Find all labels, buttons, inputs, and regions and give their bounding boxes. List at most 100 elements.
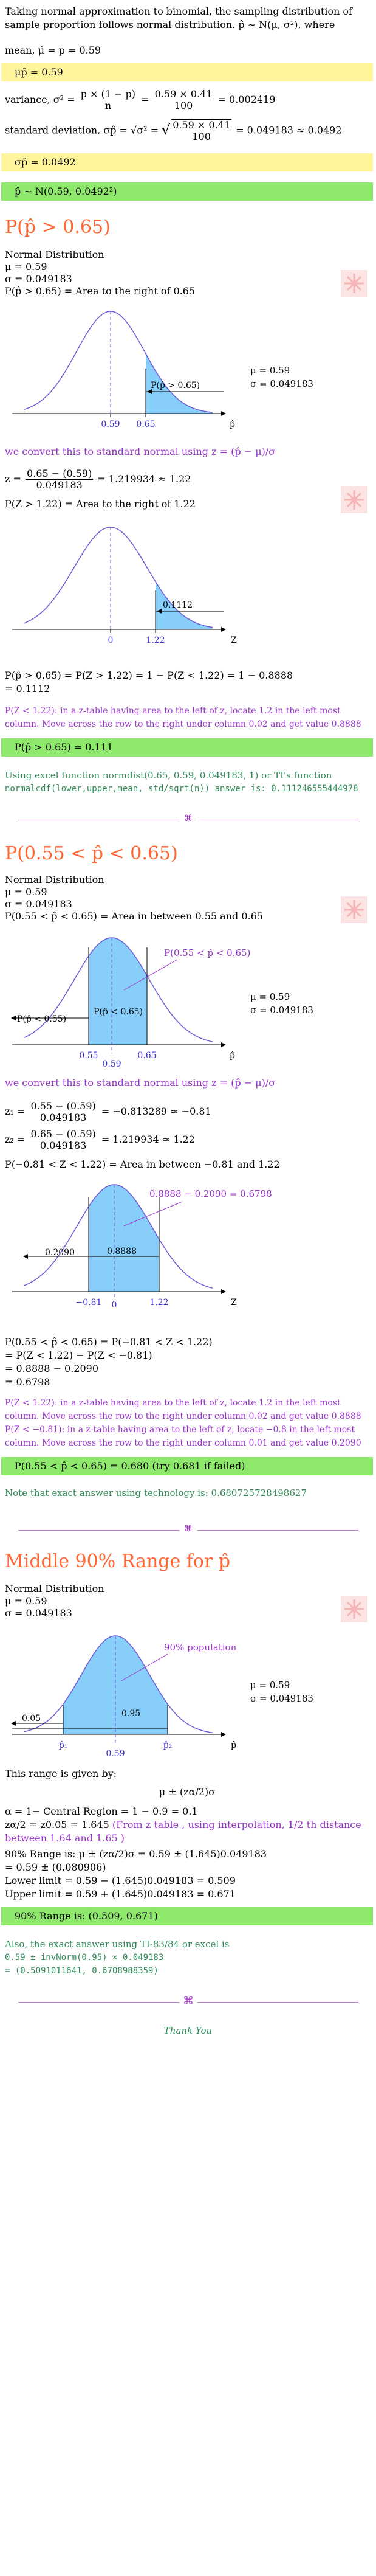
callout-pointer [123,959,178,991]
mu-label: μ = 0.59 [250,365,290,376]
divider-icon: ⌘ [179,814,197,823]
section3-range-line-2: = 0.59 ± (0.080906) [5,1861,106,1873]
z2-frac: 0.65 − (0.59) 0.049183 [29,1129,97,1151]
section2-heading: P(0.55 < p̂ < 0.65) [5,843,178,864]
convert-formula: z = (p̂ − μ)/σ [211,1077,276,1089]
section2-note1-line-2: column. Move across the row to the right… [5,1411,361,1421]
section1-calc-line-1: P(p̂ > 0.65) = P(Z > 1.22) = 1 − P(Z < 1… [5,670,293,681]
mid-label: P(p̂ < 0.65) [94,1007,143,1017]
section3-answer-text: 90% Range is: (0.509, 0.671) [15,1910,158,1922]
left-tick-label: 0.55 [79,1051,98,1061]
z2-result: = 1.219934 ≈ 1.22 [101,1134,195,1145]
variance-num-2: 0.59 × 0.41 [153,88,214,100]
section3-mu: μ = 0.59 [5,1595,47,1607]
axis-label: p̂ [231,1740,236,1750]
mean-tick-label: 0.59 [102,1059,121,1069]
callout-label: P(0.55 < p̂ < 0.65) [164,947,250,958]
watermark-icon [341,486,367,513]
section1-note-line-1: P(Z < 1.22): in a z-table having area to… [5,706,341,716]
left-label: P(p̂ < 0.55) [17,1014,66,1024]
p2-label: p̂₂ [163,1740,173,1750]
variance-num: p × (1 − p) [79,88,137,100]
sd-den: 100 [192,131,211,142]
z2-den: 0.049183 [39,1140,87,1151]
section2-note2-line-1: P(Z < −0.81): in a z-table having area t… [5,1425,355,1435]
variance-line: variance, σ² = p × (1 − p) n = 0.59 × 0.4… [5,89,369,113]
intro-line-1: Taking normal approximation to binomial,… [5,5,352,17]
section2-sigma: σ = 0.049183 [5,898,72,910]
section1-z-line: z = 0.65 − (0.59) 0.049183 = 1.219934 ≈ 1… [5,468,369,493]
sigma-label: σ = 0.049183 [250,1693,313,1704]
sd-result: = 0.049183 ≈ 0.0492 [236,124,342,136]
section3-heading: Middle 90% Range for p̂ [5,1551,231,1572]
axis-label: p̂ [230,1051,235,1061]
normal-curve [24,937,213,1042]
variance-den: n [104,100,112,111]
section3-nd-label: Normal Distribution [5,1583,104,1594]
mean-tick-label: 0 [108,635,114,645]
section2-note1-line-1: P(Z < 1.22): in a z-table having area to… [5,1398,341,1408]
sd-prefix: standard deviation, σp̂ = √σ² = [5,124,159,136]
variance-den-2: 100 [174,100,193,111]
section1-answer-text: P(p̂ > 0.65) = 0.111 [15,741,114,753]
left-arrow-icon [23,1254,28,1259]
section1-sigma: σ = 0.049183 [5,273,72,285]
watermark-icon [341,1596,367,1622]
z-den: 0.049183 [36,479,83,491]
section3-excel-line-2: 0.59 ± invNorm(0.95) × 0.049183 [5,1953,164,1962]
mean-box-text: μp̂ = 0.59 [15,66,63,78]
section2-note2-line-2: column. Move across the row to the right… [5,1438,361,1448]
x-axis-arrow-icon [221,411,226,416]
right-tick-label: 1.22 [149,1298,168,1307]
section2-nd-label: Normal Distribution [5,874,104,885]
mean-box: μp̂ = 0.59 [1,63,373,81]
callout-arrow-icon [147,389,152,394]
sd-box: σp̂ = 0.0492 [1,153,373,171]
convert-formula: z = (p̂ − μ)/σ [211,446,276,457]
z-num: 0.65 − (0.59) [26,468,94,480]
variance-eq: = [141,94,149,105]
callout-label: 90% population [164,1642,237,1653]
section2-calc-line-1: P(0.55 < p̂ < 0.65) = P(−0.81 < Z < 1.22… [5,1336,213,1348]
x-axis-arrow-icon [221,1289,226,1294]
section3-upper-line: Upper limit = 0.59 + (1.645)0.049183 = 0… [5,1888,236,1900]
sqrt-icon: √ [162,123,171,138]
section2-mu: μ = 0.59 [5,886,47,898]
section3-normal-plot: 0.05 0.95 90% population p̂₁ p̂₂ 0.59 p̂… [11,1635,313,1759]
section3-z-line: zα/2 = z0.05 = 1.645 (From z table , usi… [5,1818,369,1832]
intro-line-2: sample proportion follows normal distrib… [5,19,335,30]
standard-normal-curve [24,527,213,628]
p1-label: p̂₁ [59,1740,68,1750]
section1-nd-label: Normal Distribution [5,249,104,260]
dist-box-text: p̂ ∼ N(0.59, 0.0492²) [15,185,117,197]
thank-you: Thank You [163,2025,213,2036]
section1-heading: P(p̂ > 0.65) [5,216,111,238]
left-arrow-icon [11,1721,16,1726]
mid-label: 0.8888 [107,1247,137,1256]
z2-num: 0.65 − (0.59) [29,1128,97,1140]
mean-tick-label: 0.59 [101,420,120,429]
mean-tick-label: 0.59 [106,1749,125,1759]
section2-area-statement: P(0.55 < p̂ < 0.65) = Area in between 0.… [5,910,263,922]
callout-pointer [123,1201,183,1227]
z-note-line-1: (From z table , using interpolation, 1/2… [112,1819,361,1830]
z1-num: 0.55 − (0.59) [29,1100,97,1112]
section2-z-area-statement: P(−0.81 < Z < 1.22) = Area in between −0… [5,1158,280,1170]
sigma-label: σ = 0.049183 [250,378,313,389]
shaded-label: P(p̂ > 0.65) [151,381,200,390]
section2-normal-plot: P(p̂ < 0.55) P(p̂ < 0.65) P(0.55 < p̂ < … [11,937,313,1069]
left-tail-label: 0.05 [22,1714,41,1723]
sigma-label: σ = 0.049183 [250,1005,313,1016]
mean-line: mean, μ̂ = p = 0.59 [5,44,101,56]
mean-tick-label: 0 [112,1300,117,1310]
section1-answer-box: P(p̂ > 0.65) = 0.111 [1,738,373,757]
section2-z1-line: z₁ = 0.55 − (0.59) 0.049183 = −0.813289 ≈… [5,1101,369,1125]
section3-range-formula: μ ± (zα/2)σ [159,1786,216,1798]
section3-z-note-line-2: between 1.64 and 1.65 ) [5,1832,125,1844]
left-label: 0.2090 [45,1248,75,1258]
right-tick-label: 0.65 [137,1051,156,1061]
section2-tech-note: Note that exact answer using technology … [5,1486,369,1500]
section2-calc-line-4: = 0.6798 [5,1376,50,1388]
callout-arrow-icon [157,609,162,614]
sd-line: standard deviation, σp̂ = √σ² = √ 0.59 × … [5,119,369,146]
